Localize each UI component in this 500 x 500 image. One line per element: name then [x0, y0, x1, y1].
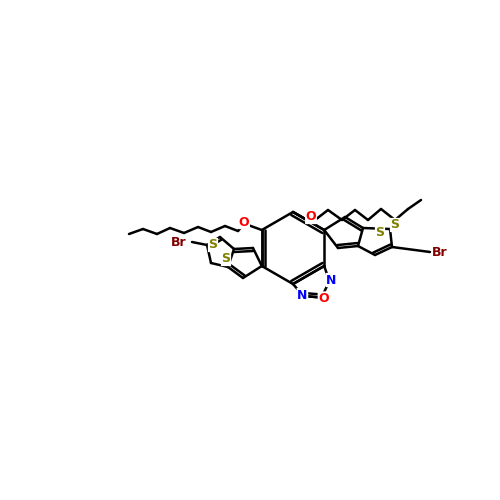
- Text: Br: Br: [171, 236, 187, 248]
- Text: S: S: [376, 226, 384, 238]
- Text: S: S: [222, 252, 230, 266]
- Text: S: S: [390, 218, 400, 232]
- Text: O: O: [306, 210, 316, 224]
- Text: O: O: [318, 292, 329, 305]
- Text: S: S: [208, 238, 218, 252]
- Text: O: O: [238, 216, 250, 228]
- Text: N: N: [297, 288, 308, 302]
- Text: Br: Br: [432, 246, 448, 258]
- Text: N: N: [326, 274, 336, 286]
